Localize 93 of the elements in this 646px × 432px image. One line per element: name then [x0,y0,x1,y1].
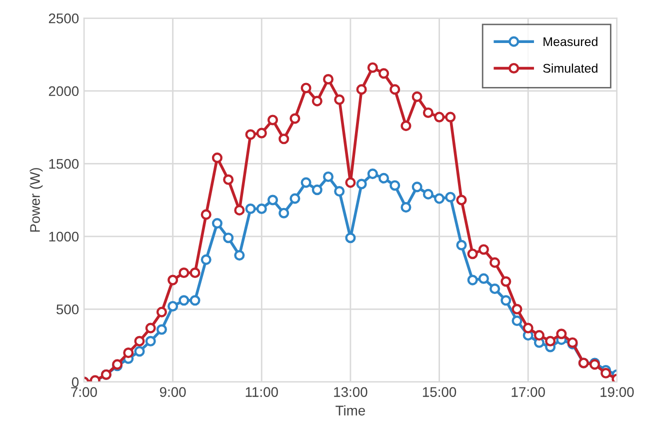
point [234,250,245,261]
point [367,168,378,180]
point [234,204,245,216]
point [190,267,200,278]
point [412,182,422,192]
point [467,248,478,260]
point [245,203,256,214]
point [522,322,534,334]
point [478,244,489,255]
point [445,192,456,202]
point [545,336,556,346]
point [456,194,467,206]
x-axis-title: Time [336,405,366,416]
point [345,177,356,188]
point [390,180,400,191]
point [190,295,200,306]
x-tick-label: 15:00 [422,387,456,397]
point [290,113,300,124]
point [512,304,522,314]
x-tick-label: 11:00 [246,387,278,397]
point [200,254,212,265]
legend-label: Measured [544,36,598,46]
y-tick-label: 500 [56,304,79,314]
y-tick-label: 0 [72,377,79,388]
point [322,171,334,182]
point [500,276,512,287]
point [290,193,300,204]
point [412,91,422,102]
point [367,62,378,73]
point [200,209,212,220]
point [456,240,467,250]
point [390,84,400,95]
point [300,82,312,94]
x-tick-label: 7:00 [71,387,97,397]
point [356,84,367,95]
point [422,107,434,118]
point [600,368,612,378]
x-tick-label: 9:00 [160,387,186,397]
point [212,152,222,164]
point [212,218,222,229]
point [134,346,145,357]
point [145,336,156,346]
point [223,174,234,185]
point [322,74,334,85]
point [345,232,356,244]
point [500,295,512,306]
point [478,273,489,284]
point [267,114,278,126]
point [312,184,322,196]
point [467,274,478,286]
point [134,336,145,346]
point [356,178,367,190]
point [534,330,544,341]
y-tick-label: 1000 [49,232,79,242]
y-tick-label: 1500 [49,158,79,169]
point [512,316,522,326]
point [156,324,167,335]
y-tick-label: 2000 [48,86,79,96]
y-axis-title: Power (W) [30,168,43,232]
point [312,96,322,106]
point [168,274,178,286]
point [556,328,567,340]
point [422,188,434,200]
point [145,322,156,334]
x-tick-label: 19:00 [600,387,634,397]
point [178,295,190,306]
point [334,186,345,197]
point [278,208,290,218]
x-tick-label: 17:00 [512,387,545,397]
point [378,172,390,184]
legend-label: Simulated [543,64,598,73]
y-tick-label: 2500 [48,13,79,24]
point [378,68,390,79]
point [400,202,412,213]
point [490,257,500,268]
point [267,194,278,206]
point [434,193,445,204]
point [434,112,445,122]
point [168,300,178,312]
point [490,283,500,294]
point [445,112,456,122]
point [300,177,312,188]
point [123,348,134,358]
point [256,128,267,138]
point [400,120,412,132]
point [178,267,190,278]
point [278,134,290,144]
point [223,232,234,244]
point [156,306,167,318]
x-tick-label: 13:00 [334,387,368,397]
point [256,203,267,214]
point [245,129,256,140]
point [334,94,345,105]
